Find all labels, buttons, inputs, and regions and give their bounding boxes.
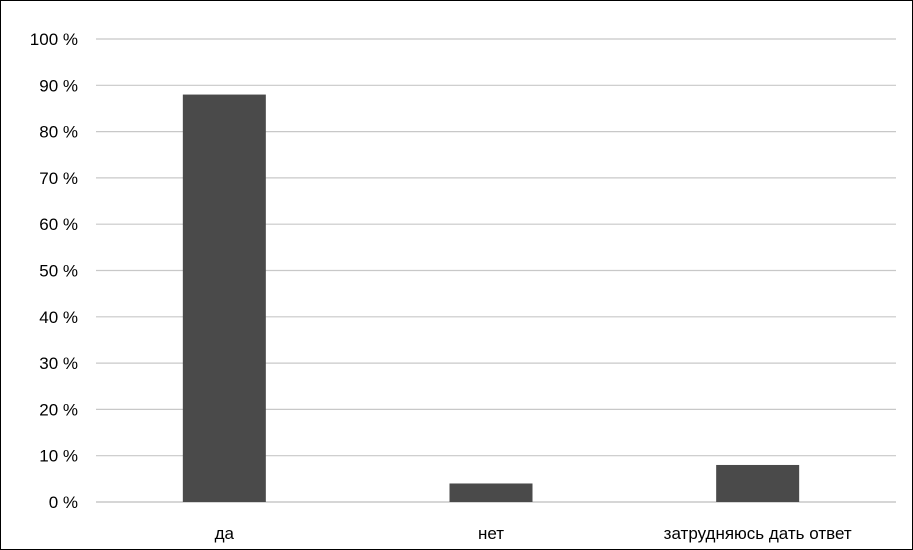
bar-3 xyxy=(716,464,800,502)
bars xyxy=(182,94,800,502)
y-tick-label: 50 % xyxy=(39,262,78,281)
y-tick-label: 100 % xyxy=(30,30,78,49)
y-tick-label: 40 % xyxy=(39,308,78,327)
x-category-label: да xyxy=(215,524,235,543)
y-tick-label: 90 % xyxy=(39,76,78,95)
bar-1 xyxy=(182,94,266,502)
x-category-label: затрудняюсь дать ответ xyxy=(664,524,852,543)
y-tick-label: 60 % xyxy=(39,215,78,234)
y-tick-label: 10 % xyxy=(39,447,78,466)
y-tick-label: 20 % xyxy=(39,400,78,419)
y-tick-label: 70 % xyxy=(39,169,78,188)
bar-2 xyxy=(449,483,533,502)
y-tick-label: 80 % xyxy=(39,123,78,142)
x-category-label: нет xyxy=(478,524,504,543)
y-tick-label: 0 % xyxy=(49,493,78,512)
x-axis-labels: да нет затрудняюсь дать ответ xyxy=(215,524,852,543)
y-tick-label: 30 % xyxy=(39,354,78,373)
y-axis-ticks: 0 % 10 % 20 % 30 % 40 % 50 % 60 % 70 % 80 % 90 % 1… xyxy=(30,30,78,512)
